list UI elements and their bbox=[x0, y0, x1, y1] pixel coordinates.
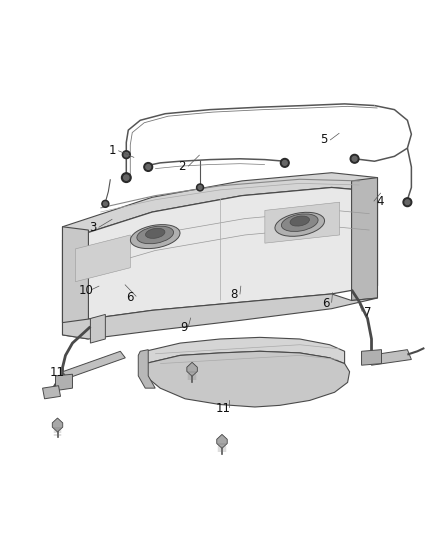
Circle shape bbox=[352, 156, 357, 161]
Polygon shape bbox=[75, 235, 130, 281]
Text: 11: 11 bbox=[50, 366, 65, 378]
Polygon shape bbox=[217, 434, 227, 448]
Text: 11: 11 bbox=[216, 402, 231, 415]
Polygon shape bbox=[138, 350, 155, 388]
Text: 3: 3 bbox=[89, 221, 96, 233]
Polygon shape bbox=[265, 202, 339, 243]
Polygon shape bbox=[63, 173, 378, 241]
Polygon shape bbox=[56, 374, 72, 391]
Ellipse shape bbox=[145, 228, 165, 238]
Polygon shape bbox=[52, 418, 63, 432]
Text: 1: 1 bbox=[108, 144, 116, 157]
Polygon shape bbox=[42, 386, 60, 399]
Ellipse shape bbox=[131, 224, 180, 248]
Polygon shape bbox=[352, 177, 378, 301]
Polygon shape bbox=[90, 314, 106, 343]
Circle shape bbox=[403, 198, 412, 207]
Text: 2: 2 bbox=[178, 159, 186, 173]
Polygon shape bbox=[361, 350, 381, 365]
Polygon shape bbox=[63, 227, 88, 339]
Circle shape bbox=[283, 160, 287, 165]
Circle shape bbox=[280, 158, 289, 167]
Polygon shape bbox=[63, 294, 378, 339]
Polygon shape bbox=[63, 351, 125, 378]
Polygon shape bbox=[145, 351, 350, 407]
Ellipse shape bbox=[281, 214, 318, 231]
Text: 6: 6 bbox=[126, 290, 133, 304]
Ellipse shape bbox=[275, 212, 325, 236]
Circle shape bbox=[350, 155, 359, 163]
Circle shape bbox=[103, 202, 107, 206]
Ellipse shape bbox=[290, 216, 310, 226]
Circle shape bbox=[405, 200, 410, 205]
Circle shape bbox=[146, 165, 151, 169]
Circle shape bbox=[121, 173, 131, 182]
Polygon shape bbox=[370, 350, 411, 365]
Polygon shape bbox=[187, 362, 198, 376]
Circle shape bbox=[124, 175, 129, 180]
Text: 7: 7 bbox=[364, 306, 371, 319]
Ellipse shape bbox=[137, 226, 173, 244]
Text: 9: 9 bbox=[180, 321, 188, 334]
Circle shape bbox=[102, 200, 109, 207]
Circle shape bbox=[197, 184, 204, 191]
Text: 5: 5 bbox=[320, 133, 328, 147]
Text: 6: 6 bbox=[322, 297, 330, 310]
Polygon shape bbox=[145, 337, 345, 364]
Circle shape bbox=[198, 185, 202, 189]
Text: 10: 10 bbox=[78, 284, 93, 297]
Circle shape bbox=[122, 151, 130, 159]
Circle shape bbox=[144, 163, 152, 171]
Polygon shape bbox=[63, 188, 378, 322]
Text: 4: 4 bbox=[377, 195, 384, 207]
Text: 8: 8 bbox=[230, 288, 238, 301]
Circle shape bbox=[124, 152, 128, 157]
